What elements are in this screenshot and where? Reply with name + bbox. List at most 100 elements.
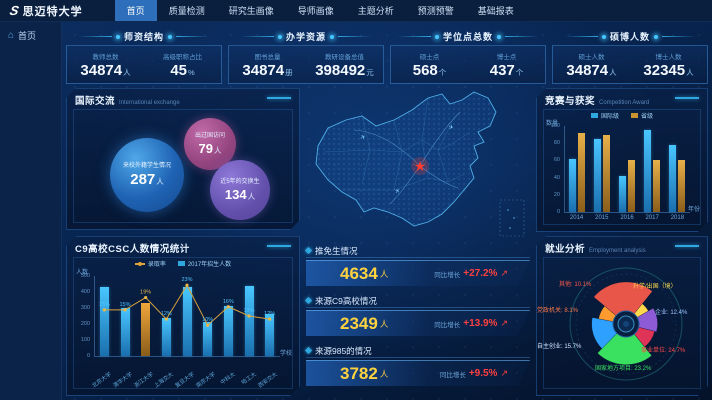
competition-chart-area: 国际级 省级 数量 0 20 40 60 80 100 2014 2015 2016 2017 2018 年… [543, 109, 701, 225]
nav-item-6[interactable]: 基础报表 [477, 6, 514, 16]
y-tick: 100 [80, 337, 90, 343]
home-icon: ⌂ [8, 30, 15, 41]
legend-label: 国际级 [600, 114, 619, 120]
logo-icon: S [8, 3, 21, 18]
main-nav: 首页 质量检测 研究生画像 导师画像 主题分析 预测预警 基础报表 [114, 0, 526, 21]
chart-legend: 国际级 省级 [544, 111, 700, 120]
bubble-unit: 人 [213, 145, 222, 155]
growth-value: +27.2% [463, 268, 498, 279]
recruit-stat-1: 来源C9高校情况 2349 人 同比增长 +13.9% ↗ [304, 294, 530, 338]
bar-prov-1 [603, 135, 610, 212]
top-stats-row: 师资结构 教师总数 34874人 高级职称占比 45% 办学资源 图书总量 34874册 教研设… [66, 30, 708, 84]
c9-bar-1 [121, 308, 130, 356]
legend-item-1[interactable]: 省级 [631, 111, 653, 120]
panel-competition-award: 竞赛与获奖 Competition Award 国际级 省级 数量 0 20 40 60 80… [536, 88, 708, 232]
nav-item-1[interactable]: 质量检测 [168, 6, 205, 16]
legend-label: 省级 [641, 114, 654, 120]
recruit-value: 2349 [340, 313, 378, 333]
stat-unit: % [188, 68, 195, 77]
stat-label: 博士点 [496, 54, 517, 61]
nav-item-2[interactable]: 研究生画像 [228, 6, 274, 16]
stat-unit: 人 [686, 68, 694, 77]
bar-intl-0 [569, 159, 576, 212]
legend-label: 录取率 [147, 262, 166, 268]
diamond-bullet-icon [304, 246, 313, 255]
nav-item-3[interactable]: 导师画像 [297, 6, 334, 16]
legend-item-0[interactable]: 国际级 [591, 111, 619, 120]
c9-bar-6 [224, 306, 233, 356]
sidebar-item-label: 首页 [18, 31, 37, 41]
y-tick: 500 [80, 273, 90, 279]
y-tick: 80 [553, 140, 560, 147]
title-line-left [239, 36, 274, 37]
chart-legend: 录取率 2017年招生人数 [74, 259, 292, 268]
header-accent-line [675, 97, 699, 99]
nav-item-0[interactable]: 首页 [114, 0, 157, 21]
legend-swatch [631, 113, 638, 118]
growth-value: +13.9% [463, 318, 498, 329]
stat-label: 硕士人数 [578, 54, 605, 61]
c9-bar-4 [183, 287, 192, 356]
stat-label: 教师总数 [92, 54, 119, 61]
card-title: 办学资源 [228, 30, 384, 43]
c9-bar-8 [265, 314, 274, 356]
header-accent-line [267, 97, 291, 99]
bar-intl-3 [644, 130, 651, 212]
legend-swatch [591, 113, 598, 118]
recruit-stat-bar: 2349 人 同比增长 +13.9% ↗ [306, 310, 530, 336]
sidebar-item-home[interactable]: ⌂ 首页 [0, 22, 61, 49]
y-tick: 0 [556, 209, 560, 215]
recruit-stat-0: 推免生情况 4634 人 同比增长 +27.2% ↗ [304, 244, 530, 288]
y-tick: 40 [553, 174, 560, 181]
legend-swatch [178, 261, 185, 266]
bar-prov-4 [678, 160, 685, 212]
growth-label: 同比增长 [434, 321, 461, 329]
nav-item-5[interactable]: 预测预警 [417, 6, 454, 16]
glow-dot-icon [601, 34, 606, 39]
stat-unit: 人 [123, 68, 131, 77]
competition-bar-chart: 国际级 省级 数量 0 20 40 60 80 100 2014 2015 2016 2017 2018 年… [544, 110, 700, 224]
c9-bar-2 [141, 303, 150, 356]
dashboard-main: 师资结构 教师总数 34874人 高级职称占比 45% 办学资源 图书总量 34874册 教研设… [62, 22, 712, 400]
bar-intl-4 [669, 145, 676, 212]
panel-header: 就业分析 Employment analysis [545, 241, 699, 255]
employment-rose-chart [544, 258, 700, 388]
legend-label: 2017年招生人数 [187, 262, 232, 268]
stat-label: 图书总量 [254, 54, 281, 61]
stat-card-0: 师资结构 教师总数 34874人 高级职称占比 45% [66, 30, 222, 84]
title-line-right [662, 36, 696, 37]
bubble-unit: 人 [156, 176, 164, 186]
stat-value: 32345人 [643, 62, 694, 79]
title-line-left [77, 36, 112, 37]
svg-text:15%: 15% [119, 302, 130, 308]
admission-rate-line: 15% 15% 19% 12% 23% 10% 16% 13% 12% [94, 276, 280, 356]
stat-0: 硕士人数 34874人 [553, 46, 630, 83]
recruit-title-text: 来源C9高校情况 [315, 295, 377, 306]
app-logo[interactable]: S 思迈特大学 [0, 3, 97, 19]
bubble-value: 134人 [224, 186, 256, 202]
glow-dot-icon [434, 34, 439, 39]
recruit-unit: 人 [379, 268, 389, 279]
glow-dot-icon [330, 34, 334, 39]
legend-item-line[interactable]: 录取率 [135, 259, 166, 268]
title-line-left [396, 36, 431, 37]
card-title-text: 师资结构 [123, 32, 164, 42]
svg-text:12%: 12% [161, 311, 172, 317]
recruit-unit: 人 [379, 368, 389, 379]
title-line-right [176, 36, 210, 37]
recruit-stat-2: 来源985的情况 3782 人 同比增长 +9.5% ↗ [304, 344, 530, 388]
x-category: 2016 [620, 215, 634, 221]
up-arrow-icon: ↗ [500, 268, 508, 278]
bubble-label: 来校外籍学生情况 [122, 163, 171, 170]
china-map[interactable]: ✈ ✈ ✈ ★ [302, 82, 536, 244]
panel-employment-analysis: 就业分析 Employment analysis 事业单位: 24.7% 升学/出… [536, 236, 708, 396]
c9-chart-area: 录取率 2017年招生人数 人数 0 100 200 300 400 500 北京大学 清华大学 浙江… [73, 257, 293, 389]
recruit-unit: 人 [379, 318, 389, 329]
svg-text:✈: ✈ [360, 133, 368, 142]
svg-text:★: ★ [414, 158, 427, 174]
stat-card-1: 办学资源 图书总量 34874册 教研设备总值 398492元 [228, 30, 384, 84]
legend-item-bar[interactable]: 2017年招生人数 [178, 259, 231, 268]
nav-item-4[interactable]: 主题分析 [357, 6, 394, 16]
stat-1: 博士人数 32345人 [630, 46, 707, 83]
glow-dot-icon [168, 34, 172, 39]
